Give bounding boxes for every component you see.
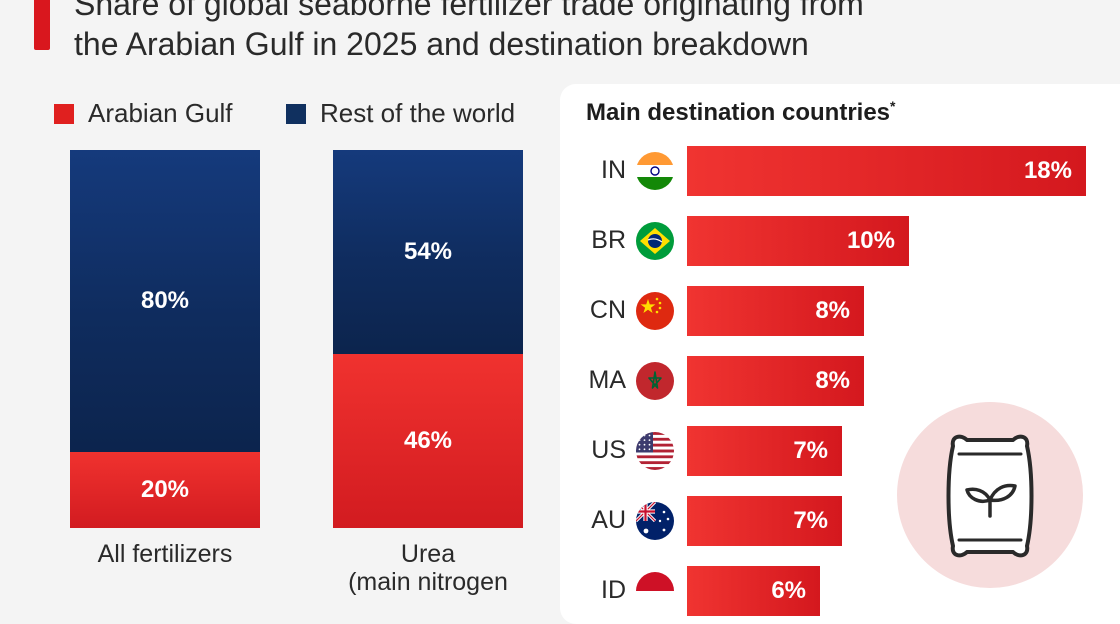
chart-title-line-1: Share of global seaborne fertilizer trad… <box>74 0 864 22</box>
category-label: All fertilizers <box>97 540 233 568</box>
chart-title-line-2: the Arabian Gulf in 2025 and destination… <box>74 26 809 62</box>
stacked-bar-2: 54% 46% <box>333 150 523 528</box>
country-code-label: MA <box>588 366 627 394</box>
data-label: 80% <box>140 287 190 314</box>
bar-segment-arabian-gulf: 46% <box>333 354 523 528</box>
india-flag-icon <box>636 152 674 190</box>
legend-label-rest-of-world: Rest of the world <box>320 98 516 128</box>
destination-bar: 8% <box>687 286 864 336</box>
destination-bar: 6% <box>687 566 820 616</box>
country-code-label: BR <box>591 226 626 254</box>
legend-swatch-rest-of-world <box>286 103 306 124</box>
country-code-label: IN <box>601 156 626 184</box>
fertilizer-bag-icon <box>946 434 1034 558</box>
usa-flag-icon <box>636 432 674 470</box>
data-label: 7% <box>793 507 828 534</box>
data-label: 20% <box>140 476 190 503</box>
legend-label-arabian-gulf: Arabian Gulf <box>88 98 233 128</box>
country-code-label: ID <box>601 576 626 604</box>
indonesia-flag-icon <box>636 572 674 610</box>
destination-bar: 7% <box>687 496 842 546</box>
country-code-label: CN <box>589 296 626 324</box>
bar-segment-arabian-gulf: 20% <box>70 452 260 528</box>
legend-item-arabian-gulf: Arabian Gulf <box>54 98 233 129</box>
morocco-flag-icon <box>636 362 674 400</box>
destination-bar: 10% <box>687 216 909 266</box>
data-label: 6% <box>771 577 806 604</box>
destination-bar: 7% <box>687 426 842 476</box>
destination-bar: 18% <box>687 146 1086 196</box>
data-label: 8% <box>815 367 850 394</box>
destination-panel-title: Main destination countries* <box>586 98 895 127</box>
bar-segment-rest-of-world: 54% <box>333 150 523 354</box>
destination-bar: 8% <box>687 356 864 406</box>
data-label: 10% <box>846 227 895 254</box>
brazil-flag-icon <box>636 222 674 260</box>
country-code-label: AU <box>591 506 626 534</box>
data-label: 54% <box>403 238 453 265</box>
china-flag-icon <box>636 292 674 330</box>
data-label: 7% <box>793 437 828 464</box>
australia-flag-icon <box>636 502 674 540</box>
destination-title-footnote-mark: * <box>890 98 896 114</box>
country-code-label: US <box>591 436 626 464</box>
data-label: 46% <box>403 427 453 454</box>
legend-swatch-arabian-gulf <box>54 103 74 124</box>
bar-segment-rest-of-world: 80% <box>70 150 260 452</box>
category-label: Urea (main nitrogen <box>348 540 508 596</box>
chart-title: Share of global seaborne fertilizer trad… <box>74 0 1114 64</box>
data-label: 18% <box>1023 157 1072 184</box>
data-label: 8% <box>815 297 850 324</box>
destination-title-text: Main destination countries <box>586 99 891 126</box>
legend-item-rest-of-world: Rest of the world <box>286 98 515 129</box>
stacked-bar-1: 80% 20% <box>70 150 260 528</box>
title-accent-bar <box>34 0 50 50</box>
